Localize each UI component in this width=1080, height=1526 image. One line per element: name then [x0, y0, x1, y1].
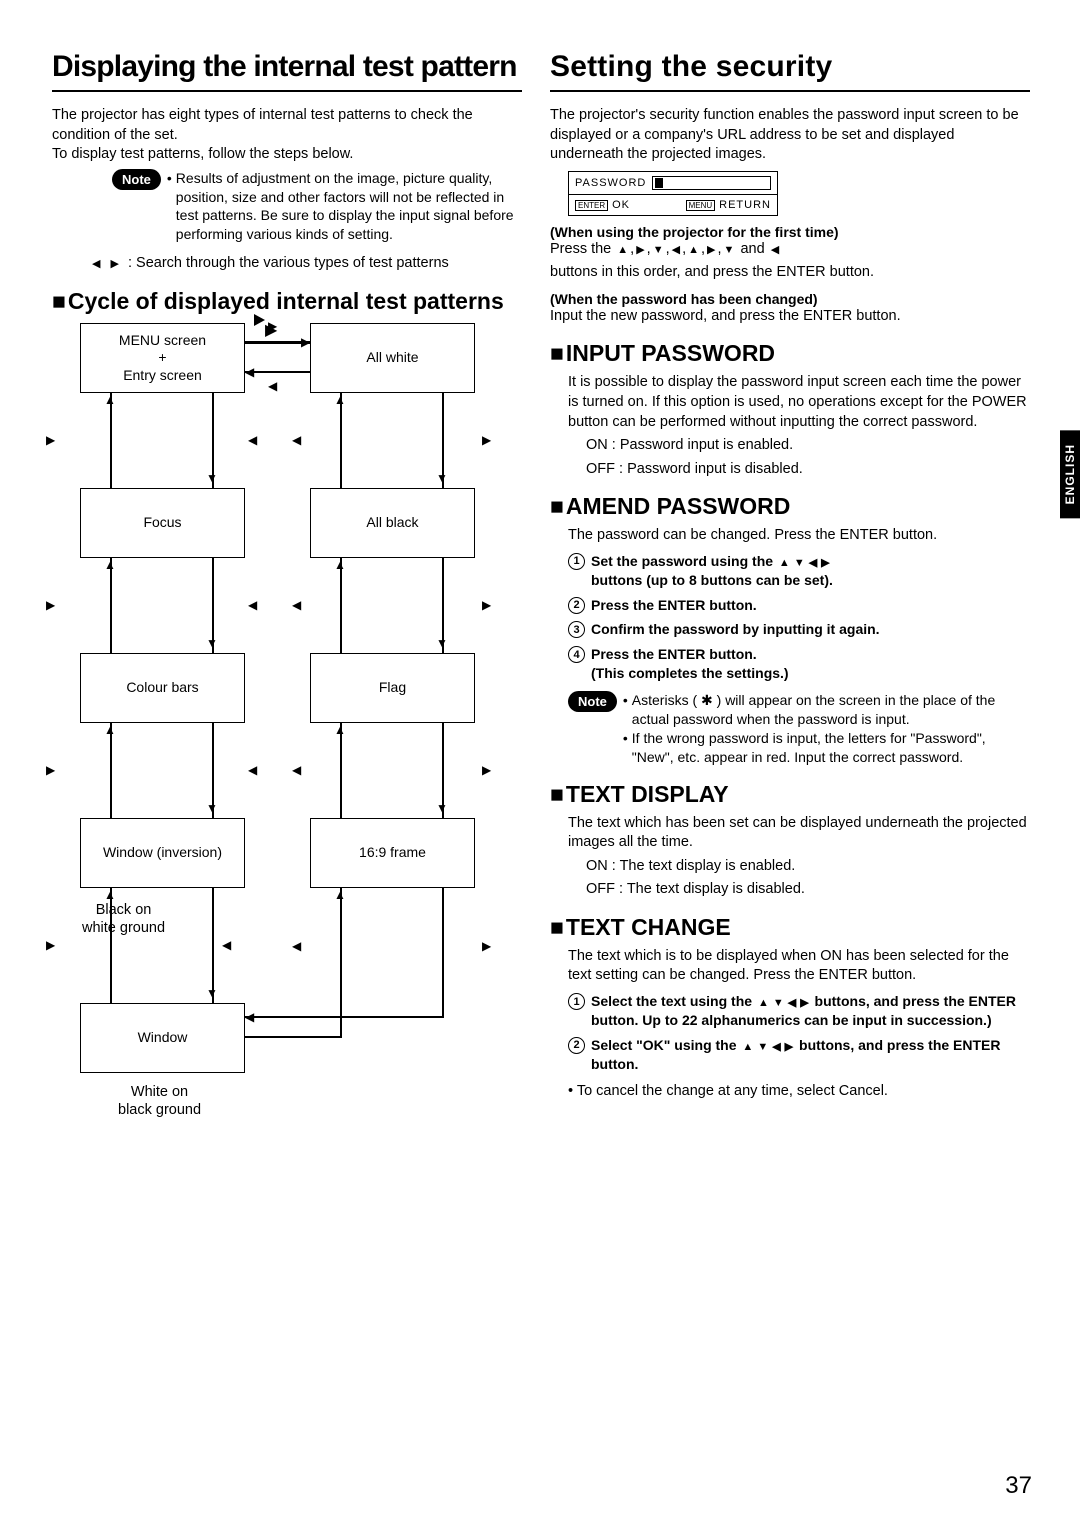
s2-step4: 4Press the ENTER button.(This completes … [568, 645, 1030, 683]
s2-nb2: If the wrong password is input, the lett… [632, 729, 1030, 767]
pw-label: PASSWORD [575, 177, 646, 189]
section-title-text: Cycle of displayed internal test pattern… [68, 288, 504, 315]
s2-step2: 2Press the ENTER button. [568, 596, 1030, 615]
left-intro: The projector has eight types of interna… [52, 106, 522, 165]
s2-nb1: Asterisks ( ✱ ) will appear on the scree… [632, 691, 1030, 729]
ft-pre: Press the [550, 241, 615, 257]
language-tab: ENGLISH [1060, 430, 1080, 518]
arrow-desc: : Search through the various types of te… [128, 254, 449, 274]
s3-off: OFF : The text display is disabled. [586, 880, 1030, 900]
left-section-title: ■Cycle of displayed internal test patter… [52, 288, 522, 315]
arrow-sequence: ▲,▶,▼,◀,▲,▶,▼ and ◀ [615, 241, 781, 257]
s2-note: Note •Asterisks ( ✱ ) will appear on the… [568, 691, 1030, 767]
s3-title: TEXT DISPLAY [566, 781, 729, 808]
node-flag: Flag [310, 653, 475, 723]
s2-para: The password can be changed. Press the E… [568, 526, 1030, 546]
page-columns: Displaying the internal test pattern The… [52, 50, 1032, 1223]
pw-field [652, 176, 771, 190]
s2-step1: 1Set the password using the ▲▼◀▶buttons … [568, 552, 1030, 590]
section-text-display: ■TEXT DISPLAY [550, 781, 1030, 808]
node-menu: MENU screen + Entry screen [80, 323, 245, 393]
section-amend-password: ■AMEND PASSWORD [550, 493, 1030, 520]
s2-step3t: Confirm the password by inputting it aga… [591, 620, 880, 639]
note-text: •Results of adjustment on the image, pic… [167, 169, 522, 245]
s3-on: ON : The text display is enabled. [586, 857, 1030, 877]
right-column: Setting the security The projector's sec… [550, 50, 1030, 1223]
left-title: Displaying the internal test pattern [52, 50, 522, 92]
s2-title: AMEND PASSWORD [566, 493, 790, 520]
left-column: Displaying the internal test pattern The… [52, 50, 522, 1223]
first-time-t3: buttons in this order, and press the ENT… [550, 263, 1030, 283]
label-black-on-white: Black on white ground [82, 901, 165, 937]
s4-title: TEXT CHANGE [566, 914, 731, 941]
section-text-change: ■TEXT CHANGE [550, 914, 1030, 941]
arrow-legend: : Search through the various types of te… [92, 254, 522, 274]
s4-para: The text which is to be displayed when O… [568, 947, 1030, 986]
s2-step3: 3Confirm the password by inputting it ag… [568, 620, 1030, 639]
s4-step1a: Select the text using the [591, 993, 756, 1009]
s4-step2a: Select "OK" using the [591, 1037, 740, 1053]
s4-step1: 1Select the text using the ▲▼◀▶ buttons,… [568, 992, 1030, 1030]
right-intro: The projector's security function enable… [550, 106, 1030, 165]
password-box: PASSWORD ENTER OK MENURETURN [568, 171, 778, 216]
s1-para: It is possible to display the password i… [568, 373, 1030, 432]
node-allwhite: All white [310, 323, 475, 393]
return-label: RETURN [719, 199, 771, 211]
node-window-inv: Window (inversion) [80, 818, 245, 888]
node-window: Window [80, 1003, 245, 1073]
s2-step4a: Press the ENTER button. [591, 646, 757, 662]
s1-title: INPUT PASSWORD [566, 340, 775, 367]
left-note: Note •Results of adjustment on the image… [112, 169, 522, 245]
first-time-line: Press the ▲,▶,▼,◀,▲,▶,▼ and ◀ [550, 240, 1030, 260]
ok-label: OK [612, 199, 630, 211]
s3-para: The text which has been set can be displ… [568, 814, 1030, 853]
node-colourbars: Colour bars [80, 653, 245, 723]
enter-key-icon: ENTER [575, 200, 608, 211]
s2-step1b: buttons (up to 8 buttons can be set). [591, 572, 833, 588]
node-allblack: All black [310, 488, 475, 558]
first-time-head: (When using the projector for the first … [550, 224, 1030, 240]
s4-cancel: To cancel the change at any time, select… [577, 1083, 888, 1099]
label-white-on-black: White on black ground [118, 1083, 201, 1119]
s2-step4b: (This completes the settings.) [591, 665, 789, 681]
s2-step2t: Press the ENTER button. [591, 596, 757, 615]
node-169frame: 16:9 frame [310, 818, 475, 888]
s2-step1a: Set the password using the [591, 553, 777, 569]
s2-note-pill: Note [568, 691, 617, 712]
section-input-password: ■INPUT PASSWORD [550, 340, 1030, 367]
menu-key-icon: MENU [686, 200, 716, 211]
s1-on: ON : Password input is enabled. [586, 436, 1030, 456]
note-pill: Note [112, 169, 161, 190]
note-bullet-text: Results of adjustment on the image, pict… [176, 169, 522, 245]
changed-head: (When the password has been changed) [550, 291, 1030, 307]
changed-text: Input the new password, and press the EN… [550, 307, 1030, 327]
right-title: Setting the security [550, 50, 1030, 92]
flowchart: MENU screen + Entry screen All white Foc… [52, 323, 512, 1223]
page-number: 37 [1005, 1472, 1032, 1500]
s1-off: OFF : Password input is disabled. [586, 460, 1030, 480]
node-focus: Focus [80, 488, 245, 558]
s4-step2: 2Select "OK" using the ▲▼◀▶ buttons, and… [568, 1036, 1030, 1074]
